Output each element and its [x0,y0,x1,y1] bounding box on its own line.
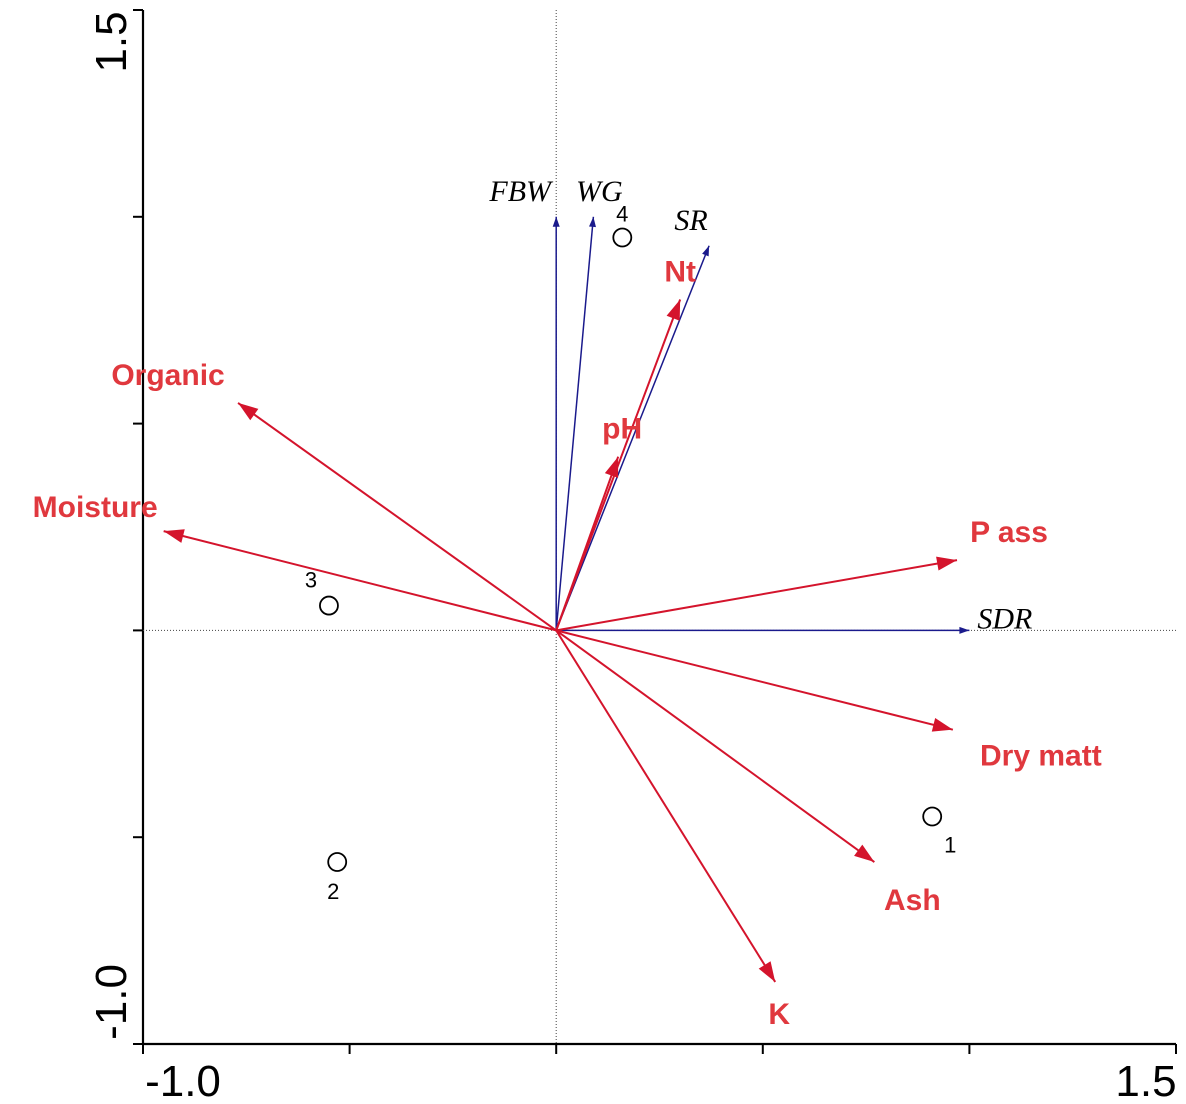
sample-sites: 1 2 3 4 [305,201,957,904]
env-label-k: K [768,998,790,1031]
site-label-2: 2 [327,879,339,904]
env-label-p-ass: P ass [970,516,1048,549]
tick-labels: -1.0 1.5 -1.0 1.5 [87,11,1177,1104]
env-label-dry-matt: Dry matt [980,740,1102,773]
site-label-1: 1 [944,833,956,858]
env-arrow-moisture [163,530,557,632]
x-tick-label-max: 1.5 [1115,1057,1176,1104]
env-arrow-k [555,629,777,983]
species-arrow-sr [555,245,710,631]
species-arrowhead-fbw [552,216,560,227]
env-label-ph: pH [602,413,642,446]
species-arrowhead-wg [589,216,596,228]
env-arrowhead-ph [604,456,619,478]
site-marker-1 [922,806,943,827]
site-label-4: 4 [616,201,628,226]
env-arrowhead-ash [854,844,875,863]
env-label-nt: Nt [664,256,696,289]
env-arrowhead-k [758,961,776,982]
env-label-organic: Organic [111,359,224,392]
x-tick-label-min: -1.0 [145,1057,221,1104]
env-label-ash: Ash [884,884,941,917]
site-marker-3 [319,595,339,616]
species-label-sdr: SDR [977,602,1032,635]
species-label-wg: WG [576,175,623,208]
species-label-fbw: FBW [488,175,554,208]
species-arrowhead-sdr [959,626,970,634]
env-arrowhead-nt [666,299,681,321]
env-arrow-p-ass [556,559,958,632]
species-arrow-wg [555,216,595,631]
site-label-3: 3 [305,568,317,593]
species-arrows: FBW WG SR SDR [488,175,1032,636]
site-marker-4 [612,227,633,248]
env-arrow-ash [555,629,875,863]
env-arrow-organic [237,402,557,632]
species-arrowhead-sr [702,245,710,257]
env-arrowhead-organic [238,402,259,421]
env-arrowhead-moisture [163,529,185,543]
site-marker-2 [327,852,348,872]
y-tick-label-min: -1.0 [87,964,136,1040]
env-arrow-dry-matt [555,629,954,731]
environment-arrows: Organic Moisture Nt pH P ass Dry matt Ash K [33,256,1102,1031]
env-label-moisture: Moisture [33,491,158,524]
y-tick-label-max: 1.5 [87,11,136,72]
env-arrow-ph [555,456,620,631]
env-arrowhead-p-ass [936,556,958,571]
species-label-sr: SR [674,204,707,237]
env-arrowhead-dry-matt [931,718,953,732]
